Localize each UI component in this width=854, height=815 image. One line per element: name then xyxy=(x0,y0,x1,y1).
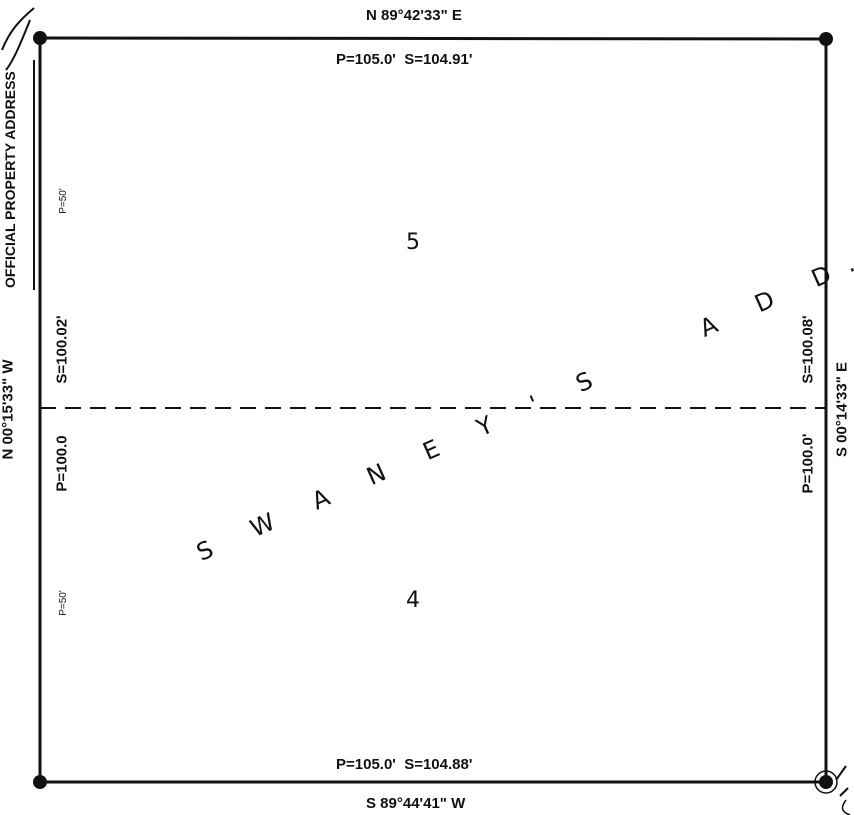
corner-monument-sw xyxy=(33,775,47,789)
corner-monument-se xyxy=(819,775,833,789)
west-upper-distance: S=100.02' xyxy=(53,315,71,384)
corner-monument-ne xyxy=(819,32,833,46)
west-upper-plat-distance: P=50' xyxy=(58,188,69,214)
north-bearing: N 89°42'33" E xyxy=(366,7,462,24)
official-property-address-stamp: OFFICIAL PROPERTY ADDRESS xyxy=(2,71,18,288)
corner-monument-nw xyxy=(33,31,47,45)
east-bearing: S 00°14'33" E xyxy=(833,361,851,458)
north-boundary-line xyxy=(39,36,827,41)
east-upper-distance: S=100.08' xyxy=(799,315,817,384)
handwritten-stamp-mark xyxy=(1,7,35,71)
west-lower-plat-distance: P=50' xyxy=(58,590,69,616)
east-lower-distance: P=100.0' xyxy=(799,433,817,494)
north-distance: P=105.0' S=104.91' xyxy=(336,51,473,68)
south-bearing: S 89°44'41" W xyxy=(366,795,466,812)
west-bearing: N 00°15'33" W xyxy=(0,359,17,460)
west-lower-distance: P=100.0 xyxy=(53,435,71,492)
south-distance: P=105.0' S=104.88' xyxy=(336,756,473,773)
lot-number-5: 5 xyxy=(406,230,420,255)
lot-number-4: 4 xyxy=(406,588,420,613)
